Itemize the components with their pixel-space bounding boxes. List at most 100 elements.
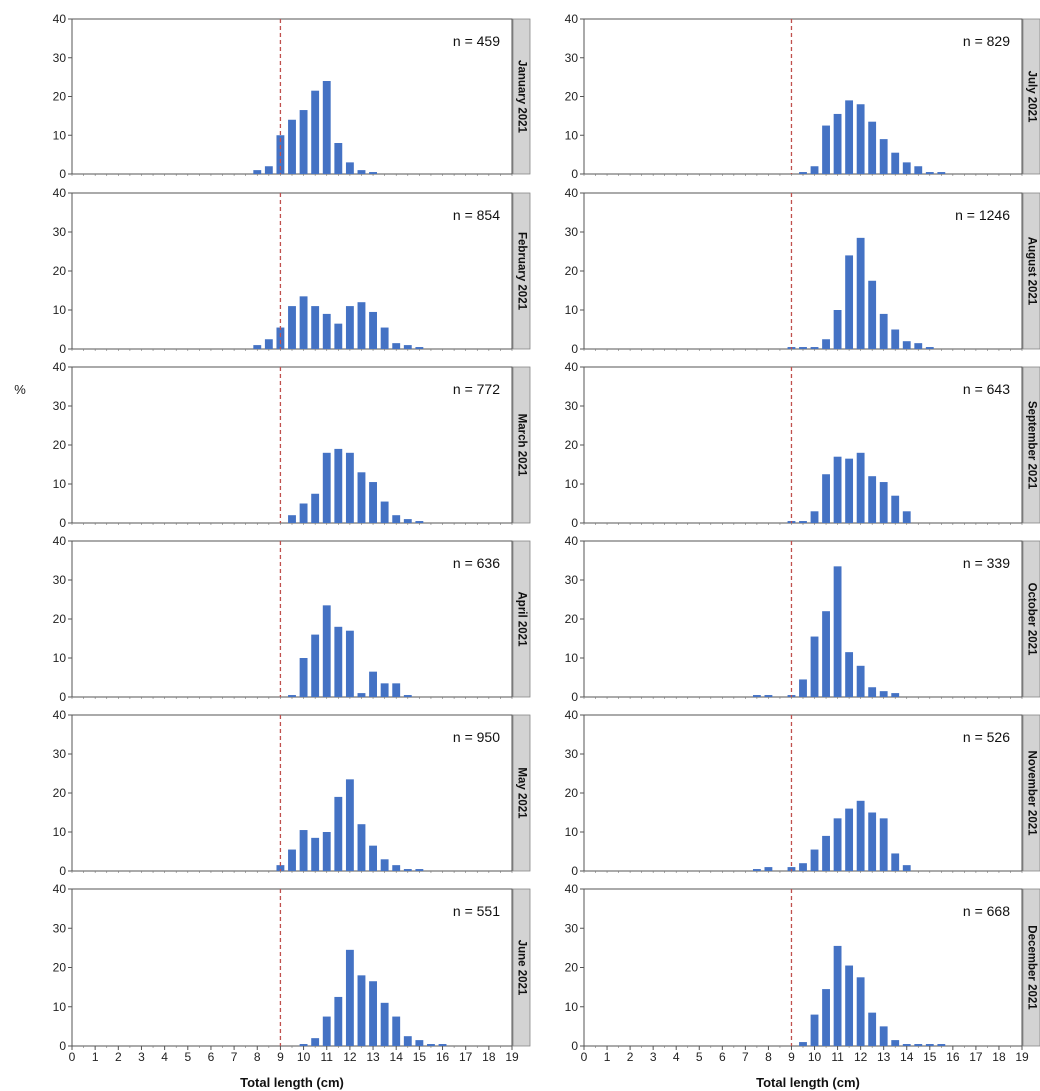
y-tick-label: 30 [565,573,579,587]
histogram-bar [822,125,830,174]
y-tick-label: 10 [565,1000,579,1014]
histogram-bar [357,693,366,697]
histogram-bar [868,280,877,349]
histogram-bar [276,865,285,871]
x-tick-label: 0 [581,1050,588,1064]
histogram-bar [334,143,343,174]
sample-size-label: n = 1246 [955,207,1010,223]
x-tick-label: 3 [650,1050,657,1064]
histogram-bar [322,313,331,349]
sample-size-label: n = 551 [453,903,500,919]
y-tick-label: 0 [59,690,66,704]
panel-frame [583,18,1023,175]
y-tick-label: 30 [53,51,67,65]
panel: August 2021 0 10 20 30 40 n = 1246 [565,186,1040,356]
histogram-bar [311,634,320,697]
sample-size-label: n = 950 [453,729,500,745]
y-tick-label: 30 [565,399,579,413]
histogram-bar [752,869,761,871]
histogram-bar [810,849,819,871]
panel-strip [1022,540,1040,698]
histogram-bar [822,339,830,349]
x-tick-label: 16 [946,1050,960,1064]
histogram-bar [334,323,343,349]
panel-frame [583,888,1023,1047]
sample-size-label: n = 854 [453,207,500,223]
x-tick-label: 10 [808,1050,822,1064]
x-tick-label: 8 [254,1050,261,1064]
histogram-bar [345,949,354,1046]
histogram-bar [891,495,900,523]
y-tick-label: 40 [53,186,67,200]
panel-title: April 2021 [515,592,527,648]
histogram-bar [822,474,830,523]
histogram-bar [403,519,412,523]
panel-title: September 2021 [1025,401,1037,490]
histogram-bar [288,306,296,349]
x-tick-label: 12 [854,1050,868,1064]
histogram-bar [764,867,773,871]
y-tick-label: 0 [571,516,578,530]
histogram-bar [799,172,807,174]
histogram-bar [299,830,308,871]
y-tick-label: 40 [565,882,579,896]
panel-strip [512,18,531,175]
x-tick-label: 17 [459,1050,473,1064]
histogram-bar [334,626,343,697]
histogram-bar [925,347,934,349]
histogram-bar [345,306,354,349]
x-tick-label: 2 [115,1050,122,1064]
histogram-bar [380,683,389,697]
x-tick-label: 2 [627,1050,634,1064]
histogram-bar [380,501,389,523]
panel: July 2021 0 10 20 30 40 n = 829 [565,12,1040,181]
y-tick-label: 40 [53,12,67,26]
panel-strip [1022,888,1040,1047]
histogram-bar [392,343,401,349]
histogram-bar [264,166,273,174]
y-tick-label: 30 [565,51,579,65]
histogram-bar [380,1002,389,1046]
histogram-bar [403,1036,412,1046]
panel-strip [512,714,531,872]
y-tick-label: 0 [571,342,578,356]
histogram-bar [369,482,377,523]
y-tick-label: 0 [59,1039,66,1053]
panel-frame [71,540,513,698]
histogram-bar [264,339,273,349]
y-tick-label: 30 [565,747,579,761]
x-tick-label: 0 [69,1050,76,1064]
y-tick-label: 0 [571,864,578,878]
y-tick-label: 20 [565,612,579,626]
y-tick-label: 20 [565,90,579,104]
histogram-bar [868,687,877,697]
histogram-bar [891,152,900,174]
histogram-bar [879,313,888,349]
x-tick-label: 4 [161,1050,168,1064]
y-tick-label: 10 [565,651,579,665]
panel: March 2021 0 10 20 30 40 n = 772 [53,360,531,530]
x-tick-label: 19 [505,1050,519,1064]
y-tick-label: 40 [565,360,579,374]
histogram-bar [810,511,819,523]
panel-title: May 2021 [515,767,527,819]
histogram-bar [369,311,377,349]
histogram-bar [833,566,842,697]
x-tick-label: 9 [277,1050,284,1064]
y-tick-label: 10 [565,477,579,491]
histogram-bar [902,511,911,523]
histogram-bar [415,869,424,871]
histogram-bar [856,977,865,1046]
x-tick-label: 16 [436,1050,450,1064]
histogram-bar [322,832,331,871]
histogram-bar [891,853,900,871]
histogram-bar [322,1016,331,1046]
x-tick-label: 7 [742,1050,749,1064]
panel-strip [1022,18,1040,175]
histogram-bar [357,302,366,349]
histogram-bar [868,476,877,523]
y-tick-label: 10 [53,825,67,839]
histogram-bar [369,845,377,871]
histogram-bar [856,452,865,523]
